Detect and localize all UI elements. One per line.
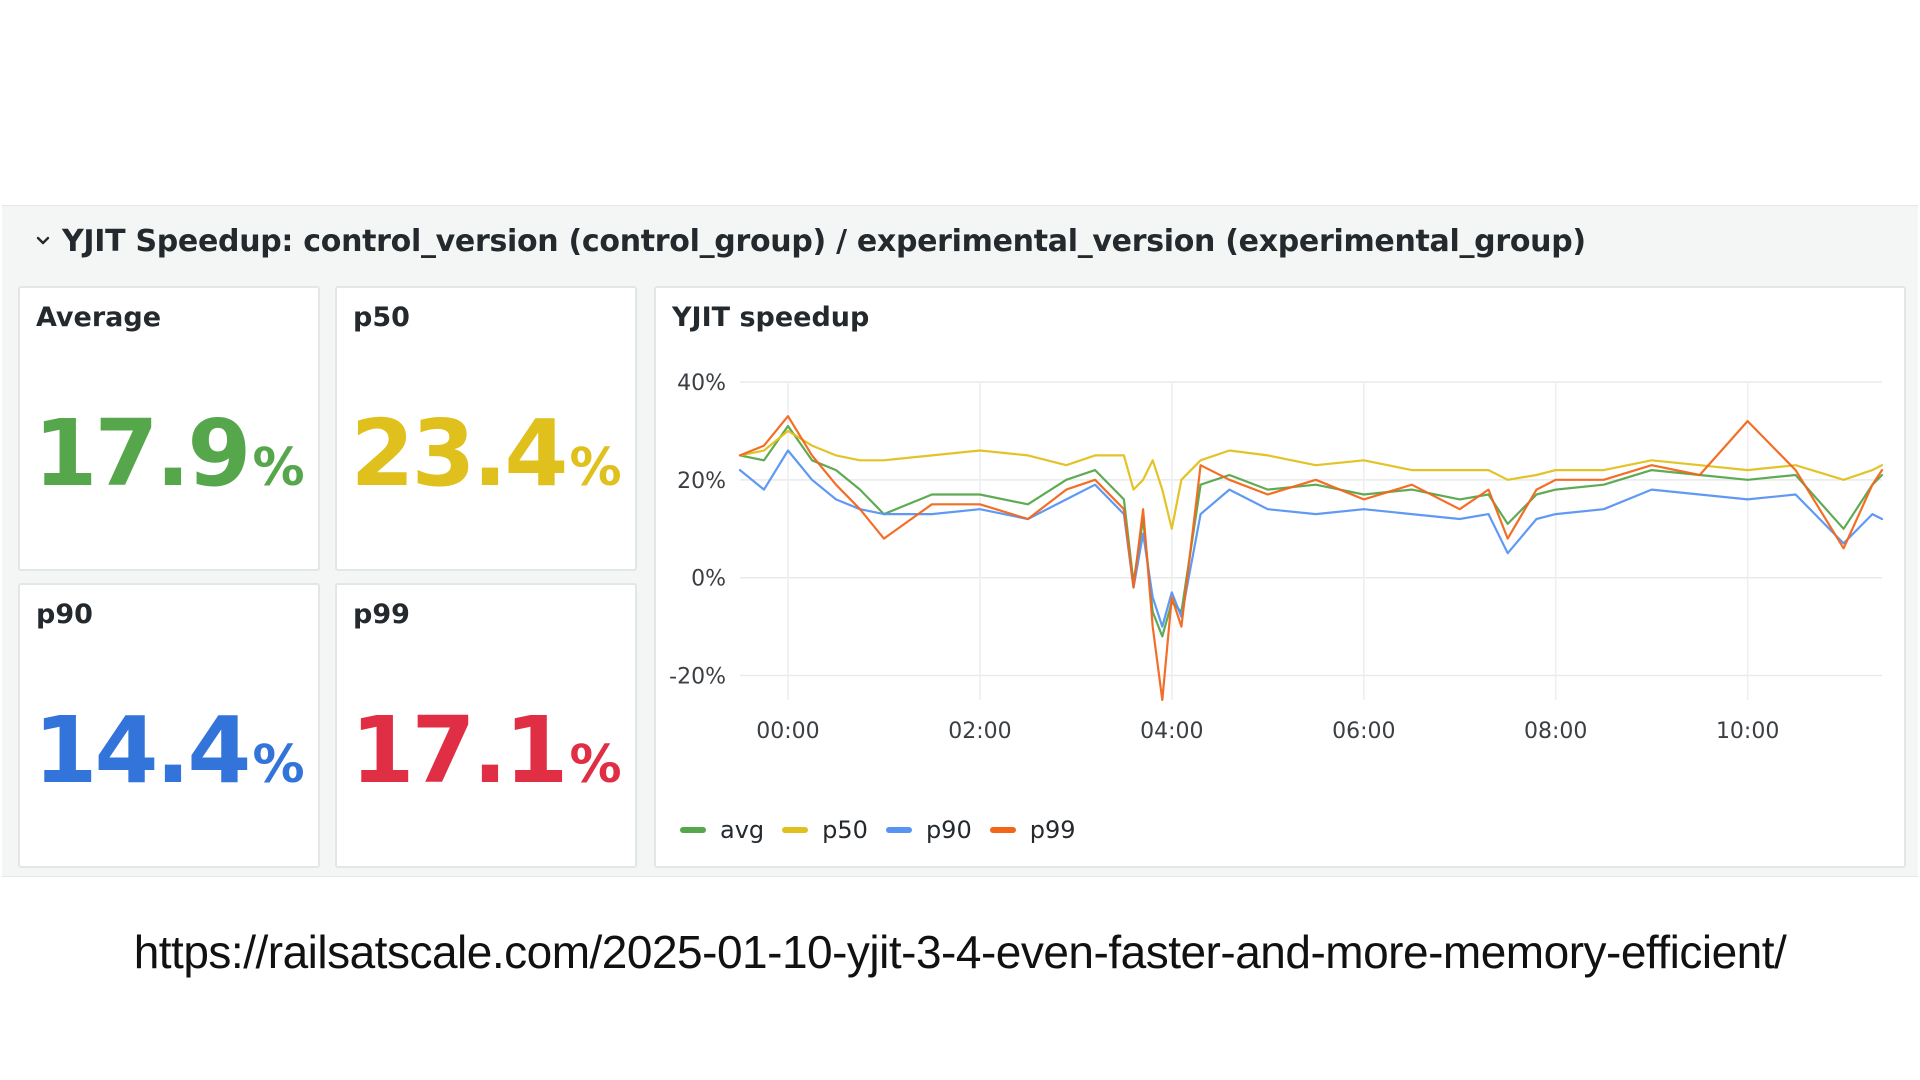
- legend-label: p99: [1029, 816, 1076, 844]
- x-tick-label: 08:00: [1524, 719, 1587, 744]
- stat-value: 23.4%: [337, 400, 635, 507]
- x-tick-label: 00:00: [756, 719, 819, 744]
- row-title: YJIT Speedup: control_version (control_g…: [62, 224, 1586, 259]
- stat-value: 17.1%: [337, 697, 635, 804]
- stat-unit: %: [252, 735, 305, 795]
- x-tick-label: 10:00: [1716, 719, 1779, 744]
- x-tick-label: 04:00: [1140, 719, 1203, 744]
- legend-item-p50[interactable]: p50: [782, 816, 868, 844]
- legend-item-avg[interactable]: avg: [680, 816, 764, 844]
- stat-number: 14.4: [33, 697, 251, 804]
- stat-unit: %: [252, 438, 305, 498]
- stat-value: 14.4%: [20, 697, 318, 804]
- stat-value: 17.9%: [20, 400, 318, 507]
- legend-swatch: [782, 827, 809, 833]
- panel-title: Average: [36, 302, 162, 333]
- series-line-p50: [738, 429, 1884, 530]
- legend-swatch: [989, 827, 1016, 833]
- x-tick-label: 06:00: [1332, 719, 1395, 744]
- y-tick-label: 40%: [677, 371, 726, 396]
- stat-panel-average[interactable]: Average 17.9%: [18, 286, 320, 571]
- row-header[interactable]: YJIT Speedup: control_version (control_g…: [36, 224, 1586, 259]
- legend-swatch: [885, 827, 912, 833]
- chevron-down-icon[interactable]: [36, 227, 56, 257]
- chart-legend: avg p50 p90 p99: [680, 816, 1094, 844]
- panel-title: p99: [353, 599, 410, 630]
- legend-label: avg: [720, 816, 765, 844]
- y-tick-label: 20%: [677, 469, 726, 494]
- stat-panel-p90[interactable]: p90 14.4%: [18, 583, 320, 868]
- x-tick-label: 02:00: [948, 719, 1011, 744]
- stat-panel-p99[interactable]: p99 17.1%: [335, 583, 637, 868]
- y-tick-label: -20%: [669, 665, 726, 690]
- legend-item-p99[interactable]: p99: [989, 816, 1076, 844]
- source-url[interactable]: https://railsatscale.com/2025-01-10-yjit…: [133, 926, 1787, 978]
- panel-title: p90: [36, 599, 93, 630]
- stat-number: 17.9: [33, 400, 251, 507]
- series-line-p99: [738, 415, 1884, 702]
- legend-label: p90: [925, 816, 972, 844]
- legend-label: p50: [822, 816, 868, 844]
- chart-svg[interactable]: 40% 20% 0% -20% 00:00 02:00 04:00 06:00 08:00 10:…: [656, 288, 1904, 866]
- timeseries-panel[interactable]: YJIT speedup 40% 20% 0% -20% 00:00 02:00 04:00…: [654, 286, 1906, 868]
- panel-title: p50: [353, 302, 410, 333]
- series-line-p90: [738, 449, 1884, 628]
- panel-title: YJIT speedup: [672, 302, 870, 333]
- stat-unit: %: [569, 438, 622, 498]
- stat-panel-p50[interactable]: p50 23.4%: [335, 286, 637, 571]
- y-tick-label: 0%: [691, 567, 726, 592]
- stat-unit: %: [569, 735, 622, 795]
- stat-number: 17.1: [350, 697, 568, 804]
- legend-swatch: [680, 827, 706, 833]
- legend-item-p90[interactable]: p90: [885, 816, 972, 844]
- stat-number: 23.4: [350, 400, 568, 507]
- dashboard-row: YJIT Speedup: control_version (control_g…: [2, 205, 1918, 877]
